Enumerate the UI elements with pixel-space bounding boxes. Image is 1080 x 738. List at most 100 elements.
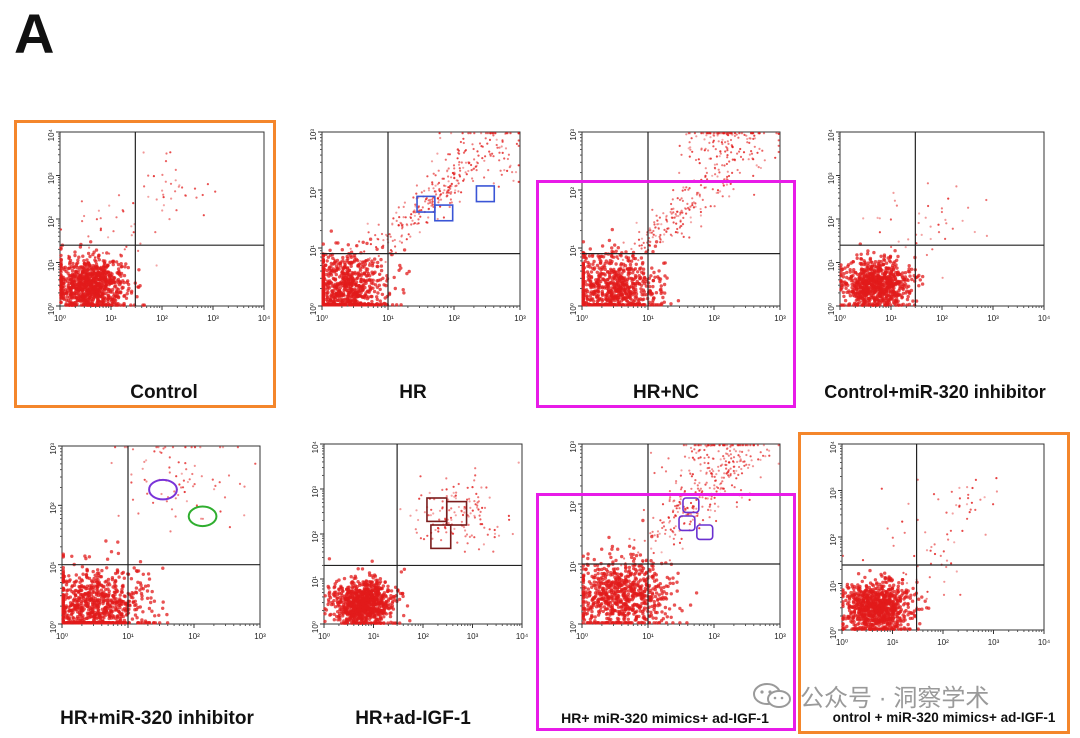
event-point [140,621,145,625]
event-point [851,260,855,264]
event-point [607,303,611,307]
event-point [619,284,623,288]
event-point [630,247,633,251]
event-point [688,236,691,239]
event-point [877,275,881,279]
event-point [402,248,407,252]
event-point [868,277,873,281]
event-point [658,216,661,219]
event-point [349,247,352,250]
event-point [606,282,610,287]
event-point [175,209,178,212]
event-point [733,159,737,162]
event-point [126,265,130,270]
event-point [904,282,908,287]
event-point [341,255,345,260]
event-point [750,152,754,155]
event-point [514,171,518,174]
event-point [604,259,608,263]
event-point [876,264,881,268]
event-point [99,588,104,592]
event-point [762,132,766,135]
event-point [486,132,489,135]
event-point [438,195,441,198]
event-point [672,207,675,210]
event-point [918,212,921,215]
event-point [61,568,65,573]
x-tick-label: 10⁴ [1038,314,1051,323]
event-point [698,193,701,197]
event-point [699,184,703,187]
event-point [366,295,371,299]
event-point [334,264,339,268]
event-point [324,263,328,267]
event-point [670,202,673,206]
event-point [214,190,217,193]
event-point [842,294,846,299]
event-point [716,189,720,192]
event-point [108,273,112,278]
event-point [447,167,450,170]
event-point [637,259,640,262]
event-point [505,132,508,135]
event-point [685,133,688,136]
event-point [615,255,619,259]
event-point [684,188,687,191]
event-point [868,290,872,294]
event-points [581,132,780,307]
event-point [341,267,345,271]
event-point [699,207,702,211]
event-point [931,248,934,251]
event-point [381,276,385,280]
event-point [382,244,385,247]
scatter-plot-hr: 10⁰ 10¹ 10² 10³ 10⁰ 10¹ 10² 10³ [300,128,526,330]
event-point [95,282,99,287]
event-point [81,303,85,307]
event-point [652,296,656,300]
event-point [474,165,477,168]
event-point [81,572,85,576]
event-point [321,290,326,295]
event-point [111,260,116,264]
event-point [125,292,129,296]
event-point [517,164,520,167]
event-point [605,299,609,303]
event-point [713,166,716,169]
event-point [379,268,384,273]
event-point [866,296,871,301]
event-point [111,300,115,304]
event-point [71,261,75,266]
event-point [669,233,672,236]
event-point [862,259,866,263]
event-point [716,175,719,178]
event-point [72,265,76,270]
event-point [644,293,648,297]
event-point [727,134,730,137]
event-point [147,195,150,198]
event-point [651,236,654,239]
event-point [359,277,363,281]
event-point [352,287,357,291]
event-point [881,293,885,297]
event-point [623,287,627,291]
event-point [124,613,129,617]
event-point [777,144,780,147]
event-point [376,260,380,265]
event-point [492,155,495,158]
event-point [177,185,180,188]
event-point [420,209,423,212]
event-point [672,189,675,192]
event-point [108,260,112,264]
event-point [587,254,592,258]
event-point [467,132,470,135]
event-point [449,187,452,190]
event-point [335,281,340,286]
event-point [70,281,74,285]
event-point [361,240,365,244]
event-point [851,289,855,294]
event-point [417,218,420,221]
event-point [845,270,849,275]
event-point [625,299,630,303]
event-point [397,268,401,272]
